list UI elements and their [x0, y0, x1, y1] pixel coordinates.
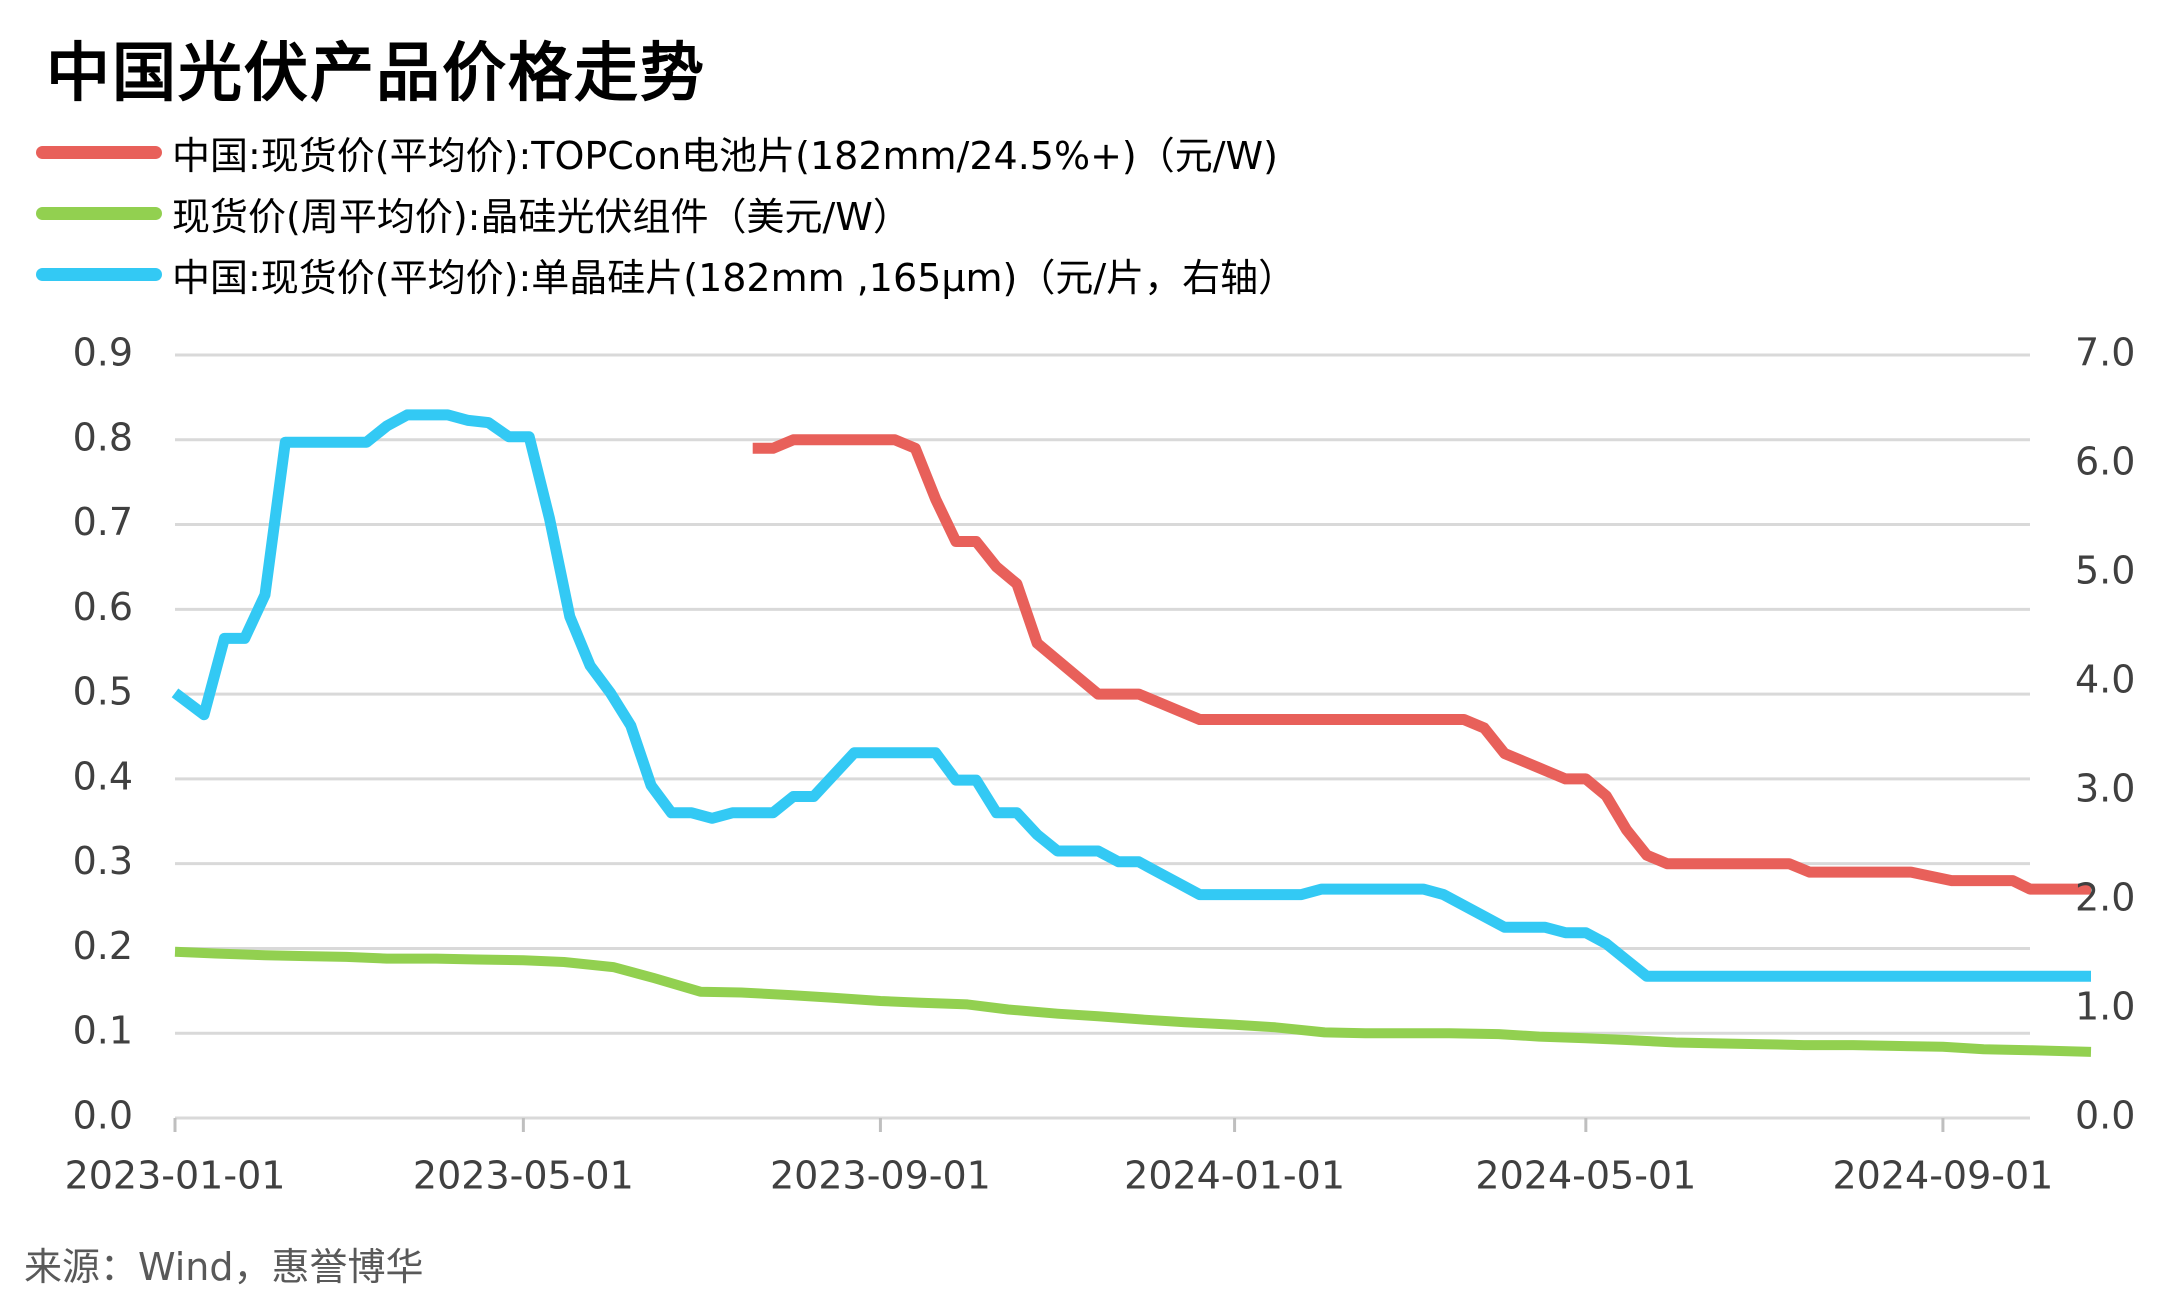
legend-label-wafer: 中国:现货价(平均价):单晶硅片(182mm ,165μm)（元/片，右轴）: [172, 255, 1297, 300]
series-line-wafer: [171, 409, 2091, 982]
y-left-tick-label: 0.9: [73, 331, 133, 375]
x-tick-label: 2023-01-01: [65, 1154, 286, 1198]
tick-labels: 0.0 0.1 0.2 0.3 0.4 0.5 0.6 0.7 0.8 0.9 0.0 1.0 2.0 3…: [65, 331, 2136, 1198]
x-tick-label: 2024-05-01: [1475, 1154, 1696, 1198]
x-tick-label: 2023-09-01: [770, 1154, 991, 1198]
legend-swatch-topcon: [36, 145, 162, 159]
x-tick-label: 2024-09-01: [1832, 1154, 2053, 1198]
legend-swatch-module: [36, 206, 162, 220]
chart-title: 中国光伏产品价格走势: [46, 37, 706, 111]
y-left-tick-label: 0.7: [73, 500, 133, 544]
y-left-tick-label: 0.3: [73, 839, 133, 883]
y-left-tick-label: 0.8: [73, 415, 133, 459]
y-right-tick-label: 3.0: [2075, 767, 2135, 811]
x-tick-label: 2023-05-01: [413, 1154, 634, 1198]
legend-label-topcon: 中国:现货价(平均价):TOPCon电池片(182mm/24.5%+)（元/W): [172, 133, 1278, 178]
source-note: 来源：Wind，惠誉博华: [24, 1245, 424, 1289]
series-line-topcon: [752, 434, 2091, 895]
legend-label-module: 现货价(周平均价):晶硅光伏组件（美元/W）: [172, 194, 911, 239]
legend-item-topcon: 中国:现货价(平均价):TOPCon电池片(182mm/24.5%+)（元/W): [36, 124, 1278, 180]
legend-item-wafer: 中国:现货价(平均价):单晶硅片(182mm ,165μm)（元/片，右轴）: [36, 246, 1296, 302]
y-right-tick-label: 0.0: [2075, 1094, 2135, 1138]
y-left-tick-label: 0.4: [73, 754, 133, 798]
y-left-tick-label: 0.6: [73, 585, 133, 629]
y-right-tick-label: 4.0: [2075, 658, 2135, 702]
y-left-tick-label: 0.2: [73, 924, 133, 968]
y-right-tick-label: 6.0: [2075, 440, 2135, 484]
y-left-tick-label: 0.0: [73, 1094, 133, 1138]
y-right-tick-label: 7.0: [2075, 331, 2135, 375]
y-right-tick-label: 5.0: [2075, 549, 2135, 593]
y-left-tick-label: 0.5: [73, 670, 133, 714]
series-lines: [171, 409, 2092, 1057]
y-right-tick-label: 1.0: [2075, 985, 2135, 1029]
axes: [173, 1116, 2030, 1132]
y-left-tick-label: 0.1: [73, 1009, 133, 1053]
legend-swatch-wafer: [36, 267, 162, 281]
x-tick-label: 2024-01-01: [1124, 1154, 1345, 1198]
legend-item-module: 现货价(周平均价):晶硅光伏组件（美元/W）: [36, 185, 911, 241]
y-right-tick-label: 2.0: [2075, 876, 2135, 920]
series-line-module: [174, 946, 2092, 1057]
